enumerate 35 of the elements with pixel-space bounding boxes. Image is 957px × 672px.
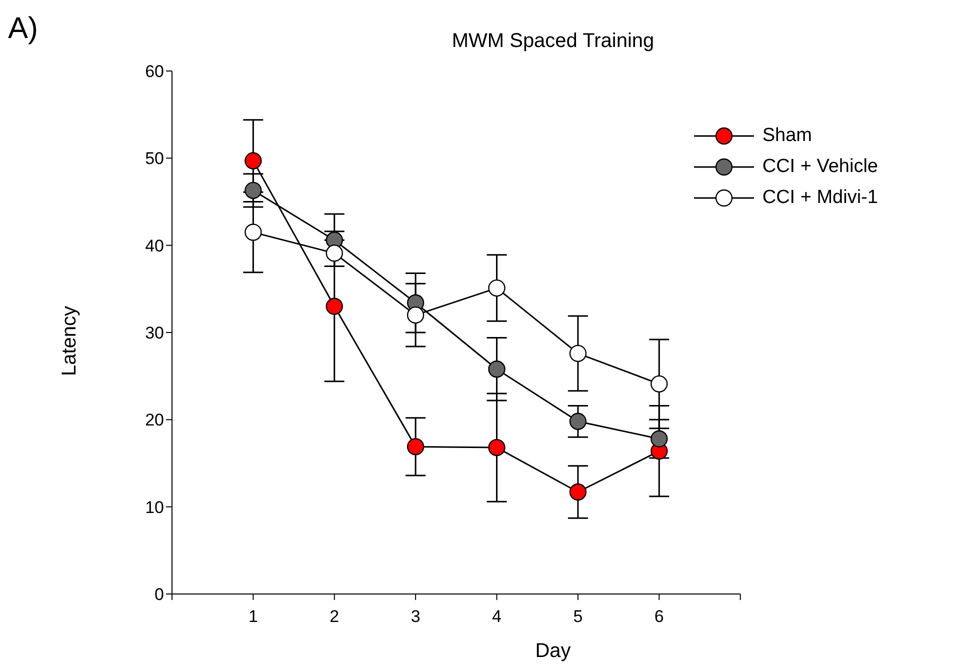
point xyxy=(650,430,668,448)
legend-label: Sham xyxy=(762,124,812,146)
x-tick-label: 3 xyxy=(410,607,420,626)
point xyxy=(488,279,506,297)
point xyxy=(488,438,506,456)
y-tick-label: 50 xyxy=(145,149,164,168)
y-axis-title: Latency xyxy=(58,306,82,376)
x-tick-label: 2 xyxy=(330,607,340,626)
y-tick-label: 10 xyxy=(145,498,164,517)
x-tick-label: 6 xyxy=(654,607,664,626)
point xyxy=(650,375,668,393)
legend-label: CCI + Vehicle xyxy=(762,156,878,178)
point xyxy=(569,483,587,501)
y-tick-label: 20 xyxy=(145,410,164,430)
y-tick-label: 0 xyxy=(154,585,164,604)
x-tick-label: 5 xyxy=(573,607,583,626)
y-tick-label: 40 xyxy=(145,236,164,256)
point xyxy=(569,344,587,362)
y-tick-label: 60 xyxy=(145,62,164,82)
point xyxy=(326,244,343,262)
y-tick-label: 30 xyxy=(145,324,164,343)
legend-label: CCI + Mdivi-1 xyxy=(762,186,878,208)
x-tick-label: 4 xyxy=(492,607,502,626)
point xyxy=(488,360,506,378)
text: A) xyxy=(8,12,38,46)
point xyxy=(406,306,424,324)
chart-title: MWM Spaced Training xyxy=(450,30,656,53)
point xyxy=(569,412,587,430)
x-axis-title: Day xyxy=(534,640,572,663)
point xyxy=(406,438,424,456)
point xyxy=(244,182,262,200)
x-tick-label: 1 xyxy=(248,607,258,626)
point xyxy=(326,298,343,315)
point xyxy=(244,224,262,241)
point xyxy=(244,152,262,170)
